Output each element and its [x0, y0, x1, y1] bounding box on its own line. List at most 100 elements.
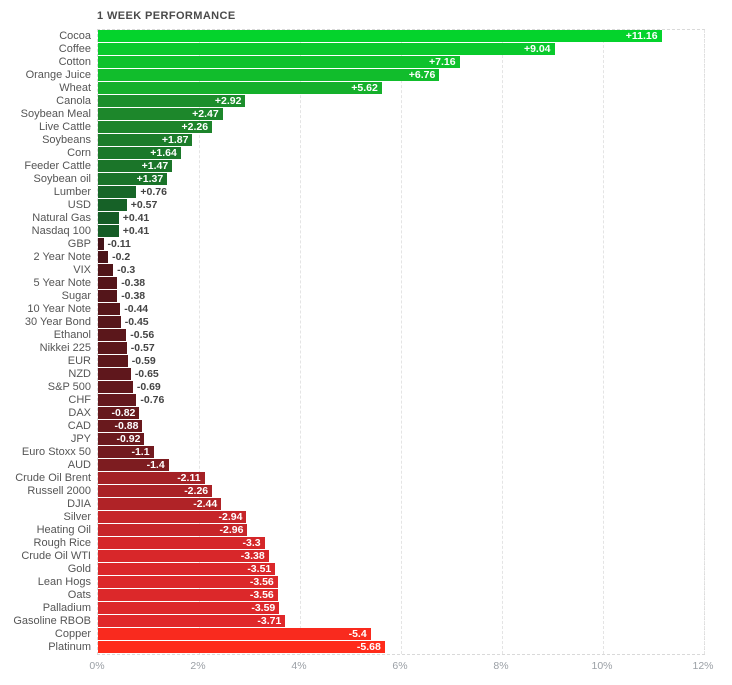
performance-bar[interactable]: [98, 56, 460, 68]
row-label: GBP: [67, 238, 91, 250]
performance-bar[interactable]: [98, 43, 555, 55]
performance-bar[interactable]: [98, 446, 154, 458]
chart-row: Cotton +7.16: [59, 56, 704, 69]
performance-bar[interactable]: [98, 277, 118, 289]
performance-bar[interactable]: [98, 173, 168, 185]
value-label: -0.88: [114, 420, 139, 432]
value-label: -3.51: [247, 563, 272, 575]
row-label: VIX: [73, 264, 91, 276]
row-label: Nasdaq 100: [31, 225, 91, 237]
row-label: Crude Oil WTI: [21, 550, 91, 562]
performance-bar[interactable]: [98, 459, 169, 471]
value-label: -0.2: [112, 251, 131, 263]
value-label: -3.56: [249, 589, 274, 601]
value-label: -0.59: [131, 355, 156, 367]
performance-bar[interactable]: [98, 485, 213, 497]
performance-bar[interactable]: [98, 251, 109, 263]
chart-row: 5 Year Note -0.38: [34, 277, 704, 290]
row-label: Oats: [67, 589, 91, 601]
chart-row: Soybean oil +1.37: [34, 173, 704, 186]
performance-bar[interactable]: [98, 407, 140, 419]
row-label: Cotton: [58, 56, 91, 68]
performance-bar[interactable]: [98, 82, 382, 94]
performance-bar[interactable]: [98, 472, 205, 484]
row-label: Soybean Meal: [20, 108, 91, 120]
performance-bar[interactable]: [98, 186, 137, 198]
value-label: +7.16: [429, 56, 456, 68]
performance-bar[interactable]: [98, 641, 385, 653]
performance-bar[interactable]: [98, 212, 119, 224]
performance-bar[interactable]: [98, 225, 119, 237]
performance-bar[interactable]: [98, 602, 280, 614]
performance-bar[interactable]: [98, 589, 278, 601]
row-label: USD: [67, 199, 91, 211]
value-label: -0.11: [107, 238, 131, 250]
chart-row: Heating Oil -2.96: [37, 524, 704, 537]
row-label: Ethanol: [53, 329, 91, 341]
performance-bar[interactable]: [98, 108, 223, 120]
performance-bar[interactable]: [98, 563, 276, 575]
performance-bar[interactable]: [98, 303, 121, 315]
chart-row: Cocoa +11.16: [59, 30, 704, 43]
value-label: -0.44: [124, 303, 149, 315]
chart-row: Live Cattle +2.26: [39, 121, 704, 134]
value-label: +11.16: [625, 30, 658, 42]
performance-bar[interactable]: [98, 342, 127, 354]
performance-bar[interactable]: [98, 420, 143, 432]
row-label: Platinum: [48, 641, 91, 653]
performance-bar[interactable]: [98, 498, 222, 510]
chart-row: DJIA -2.44: [67, 498, 704, 511]
performance-bar[interactable]: [98, 433, 145, 445]
performance-bar[interactable]: [98, 394, 137, 406]
row-label: Copper: [54, 628, 91, 640]
performance-bar[interactable]: [98, 95, 246, 107]
performance-bar[interactable]: [98, 615, 286, 627]
value-label: +0.57: [130, 199, 158, 211]
row-label: CAD: [67, 420, 91, 432]
chart-row: GBP -0.11: [68, 238, 704, 251]
chart-row: Rough Rice -3.3: [34, 537, 704, 550]
performance-bar[interactable]: [98, 290, 118, 302]
chart-row: CAD -0.88: [68, 420, 704, 433]
performance-bar[interactable]: [98, 121, 213, 133]
chart-row: Soybeans +1.87: [42, 134, 704, 147]
performance-bar[interactable]: [98, 355, 128, 367]
performance-bar[interactable]: [98, 381, 133, 393]
performance-bar[interactable]: [98, 316, 121, 328]
performance-bar[interactable]: [98, 329, 127, 341]
chart-row: CHF -0.76: [68, 394, 704, 407]
value-label: -0.3: [117, 264, 136, 276]
value-label: +0.41: [122, 212, 150, 224]
performance-bar[interactable]: [98, 160, 173, 172]
row-label: NZD: [68, 368, 91, 380]
value-label: -2.96: [219, 524, 244, 536]
performance-bar[interactable]: [98, 30, 662, 42]
row-label: Lumber: [53, 186, 91, 198]
performance-bar[interactable]: [98, 511, 247, 523]
chart-row: JPY -0.92: [71, 433, 704, 446]
performance-bar[interactable]: [98, 147, 181, 159]
performance-bar[interactable]: [98, 69, 440, 81]
row-label: 5 Year Note: [33, 277, 92, 289]
performance-bar[interactable]: [98, 524, 248, 536]
row-label: Soybeans: [42, 134, 91, 146]
performance-bar[interactable]: [98, 537, 265, 549]
chart-row: Gold -3.51: [68, 563, 704, 576]
row-label: AUD: [67, 459, 91, 471]
row-label: Sugar: [61, 290, 91, 302]
performance-bar[interactable]: [98, 264, 114, 276]
performance-bar[interactable]: [98, 238, 104, 250]
performance-bar[interactable]: [98, 550, 269, 562]
performance-bar[interactable]: [98, 368, 131, 380]
chart-row: VIX -0.3: [73, 264, 704, 277]
performance-bar[interactable]: [98, 628, 371, 640]
performance-bar[interactable]: [98, 134, 193, 146]
chart-row: 2 Year Note -0.2: [34, 251, 704, 264]
performance-bar[interactable]: [98, 199, 127, 211]
chart-row: Lean Hogs -3.56: [38, 576, 704, 589]
performance-bar[interactable]: [98, 576, 278, 588]
value-label: -0.56: [130, 329, 155, 341]
value-label: -3.3: [242, 537, 261, 549]
value-label: +6.76: [408, 69, 436, 81]
value-label: -3.71: [257, 615, 282, 627]
